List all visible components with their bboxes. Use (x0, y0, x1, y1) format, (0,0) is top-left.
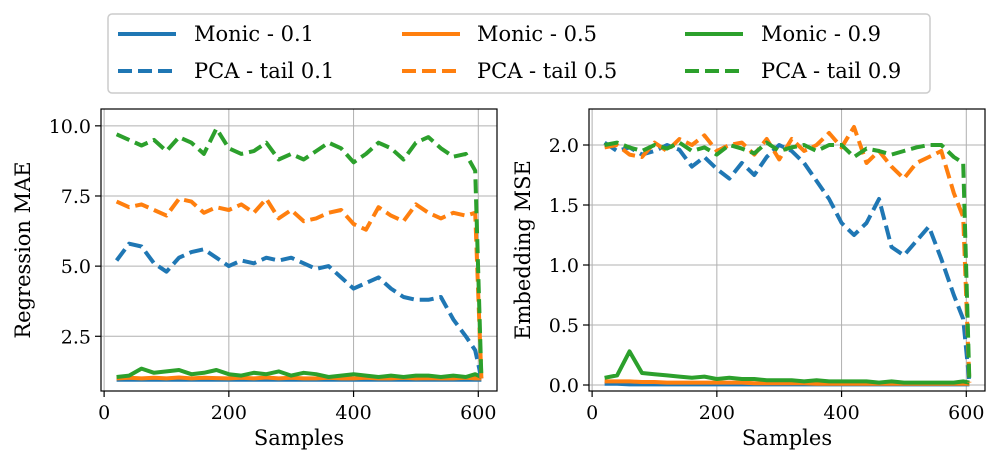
x-tick-label: 400 (335, 402, 371, 424)
x-tick-label: 600 (460, 402, 496, 424)
series-line-pca-tail-0-1 (114, 241, 484, 379)
y-tick-label: 2.0 (549, 135, 579, 157)
y-tick-label: 1.5 (549, 195, 579, 217)
legend-label: PCA - tail 0.1 (194, 59, 334, 83)
series-line-pca-tail-0-5 (115, 196, 484, 379)
x-tick-label: 200 (211, 402, 247, 424)
series-line-monic-0-9 (116, 366, 483, 379)
plot-frame (588, 108, 986, 392)
series-line-monic-0-9 (604, 349, 970, 385)
legend-entry-monic-0-5: Monic - 0.5 (402, 22, 597, 46)
x-tick-label: 600 (948, 402, 984, 424)
legend-label: Monic - 0.9 (761, 22, 881, 46)
legend-entry-monic-0-9: Monic - 0.9 (685, 22, 881, 46)
y-tick-label: 0.0 (549, 375, 579, 397)
y-tick-label: 2.5 (61, 326, 91, 348)
regression-mae-chart: 0 200 400 600 2.5 5.0 7.5 10.0 Samples Regressi… (11, 108, 498, 450)
legend: Monic - 0.1 Monic - 0.5 Monic - 0.9 PCA … (107, 13, 931, 94)
grid (101, 109, 497, 391)
legend-entry-pca-tail-0-5: PCA - tail 0.5 (402, 59, 617, 83)
legend-label: Monic - 0.5 (477, 22, 597, 46)
y-tick-label: 1.0 (549, 255, 579, 277)
y-tick-label: 5.0 (61, 256, 91, 278)
plot-frame (100, 108, 498, 392)
x-tick-label: 400 (823, 402, 859, 424)
y-tick-label: 7.5 (61, 186, 91, 208)
legend-label: Monic - 0.1 (194, 22, 314, 46)
legend-label: PCA - tail 0.9 (761, 59, 901, 83)
series-group (114, 126, 484, 382)
y-axis-label: Regression MAE (11, 161, 35, 338)
series-group (603, 125, 972, 387)
y-tick-label: 0.5 (549, 315, 579, 337)
series-line-monic-0-5 (116, 375, 482, 381)
legend-entry-monic-0-1: Monic - 0.1 (118, 22, 314, 46)
embedding-mse-chart: 0 200 400 600 0.0 0.5 1.0 1.5 2.0 Samples Embedd… (511, 108, 986, 450)
ticks: 0 200 400 600 2.5 5.0 7.5 10.0 (49, 116, 497, 424)
series-line-pca-tail-0-9 (115, 126, 484, 379)
y-axis-label: Embedding MSE (511, 160, 535, 340)
legend-entry-pca-tail-0-9: PCA - tail 0.9 (685, 59, 901, 83)
y-tick-label: 10.0 (49, 116, 91, 138)
x-tick-label: 200 (699, 402, 735, 424)
x-tick-label: 0 (586, 402, 598, 424)
x-tick-label: 0 (98, 402, 110, 424)
ticks: 0 200 400 600 0.0 0.5 1.0 1.5 2.0 (549, 135, 985, 424)
legend-entry-pca-tail-0-1: PCA - tail 0.1 (118, 59, 334, 83)
legend-label: PCA - tail 0.5 (477, 59, 617, 83)
series-line-pca-tail-0-9 (604, 140, 972, 383)
series-line-pca-tail-0-1 (603, 140, 972, 383)
x-axis-label: Samples (254, 426, 344, 450)
series-line-pca-tail-0-5 (604, 125, 972, 383)
x-axis-label: Samples (742, 426, 832, 450)
